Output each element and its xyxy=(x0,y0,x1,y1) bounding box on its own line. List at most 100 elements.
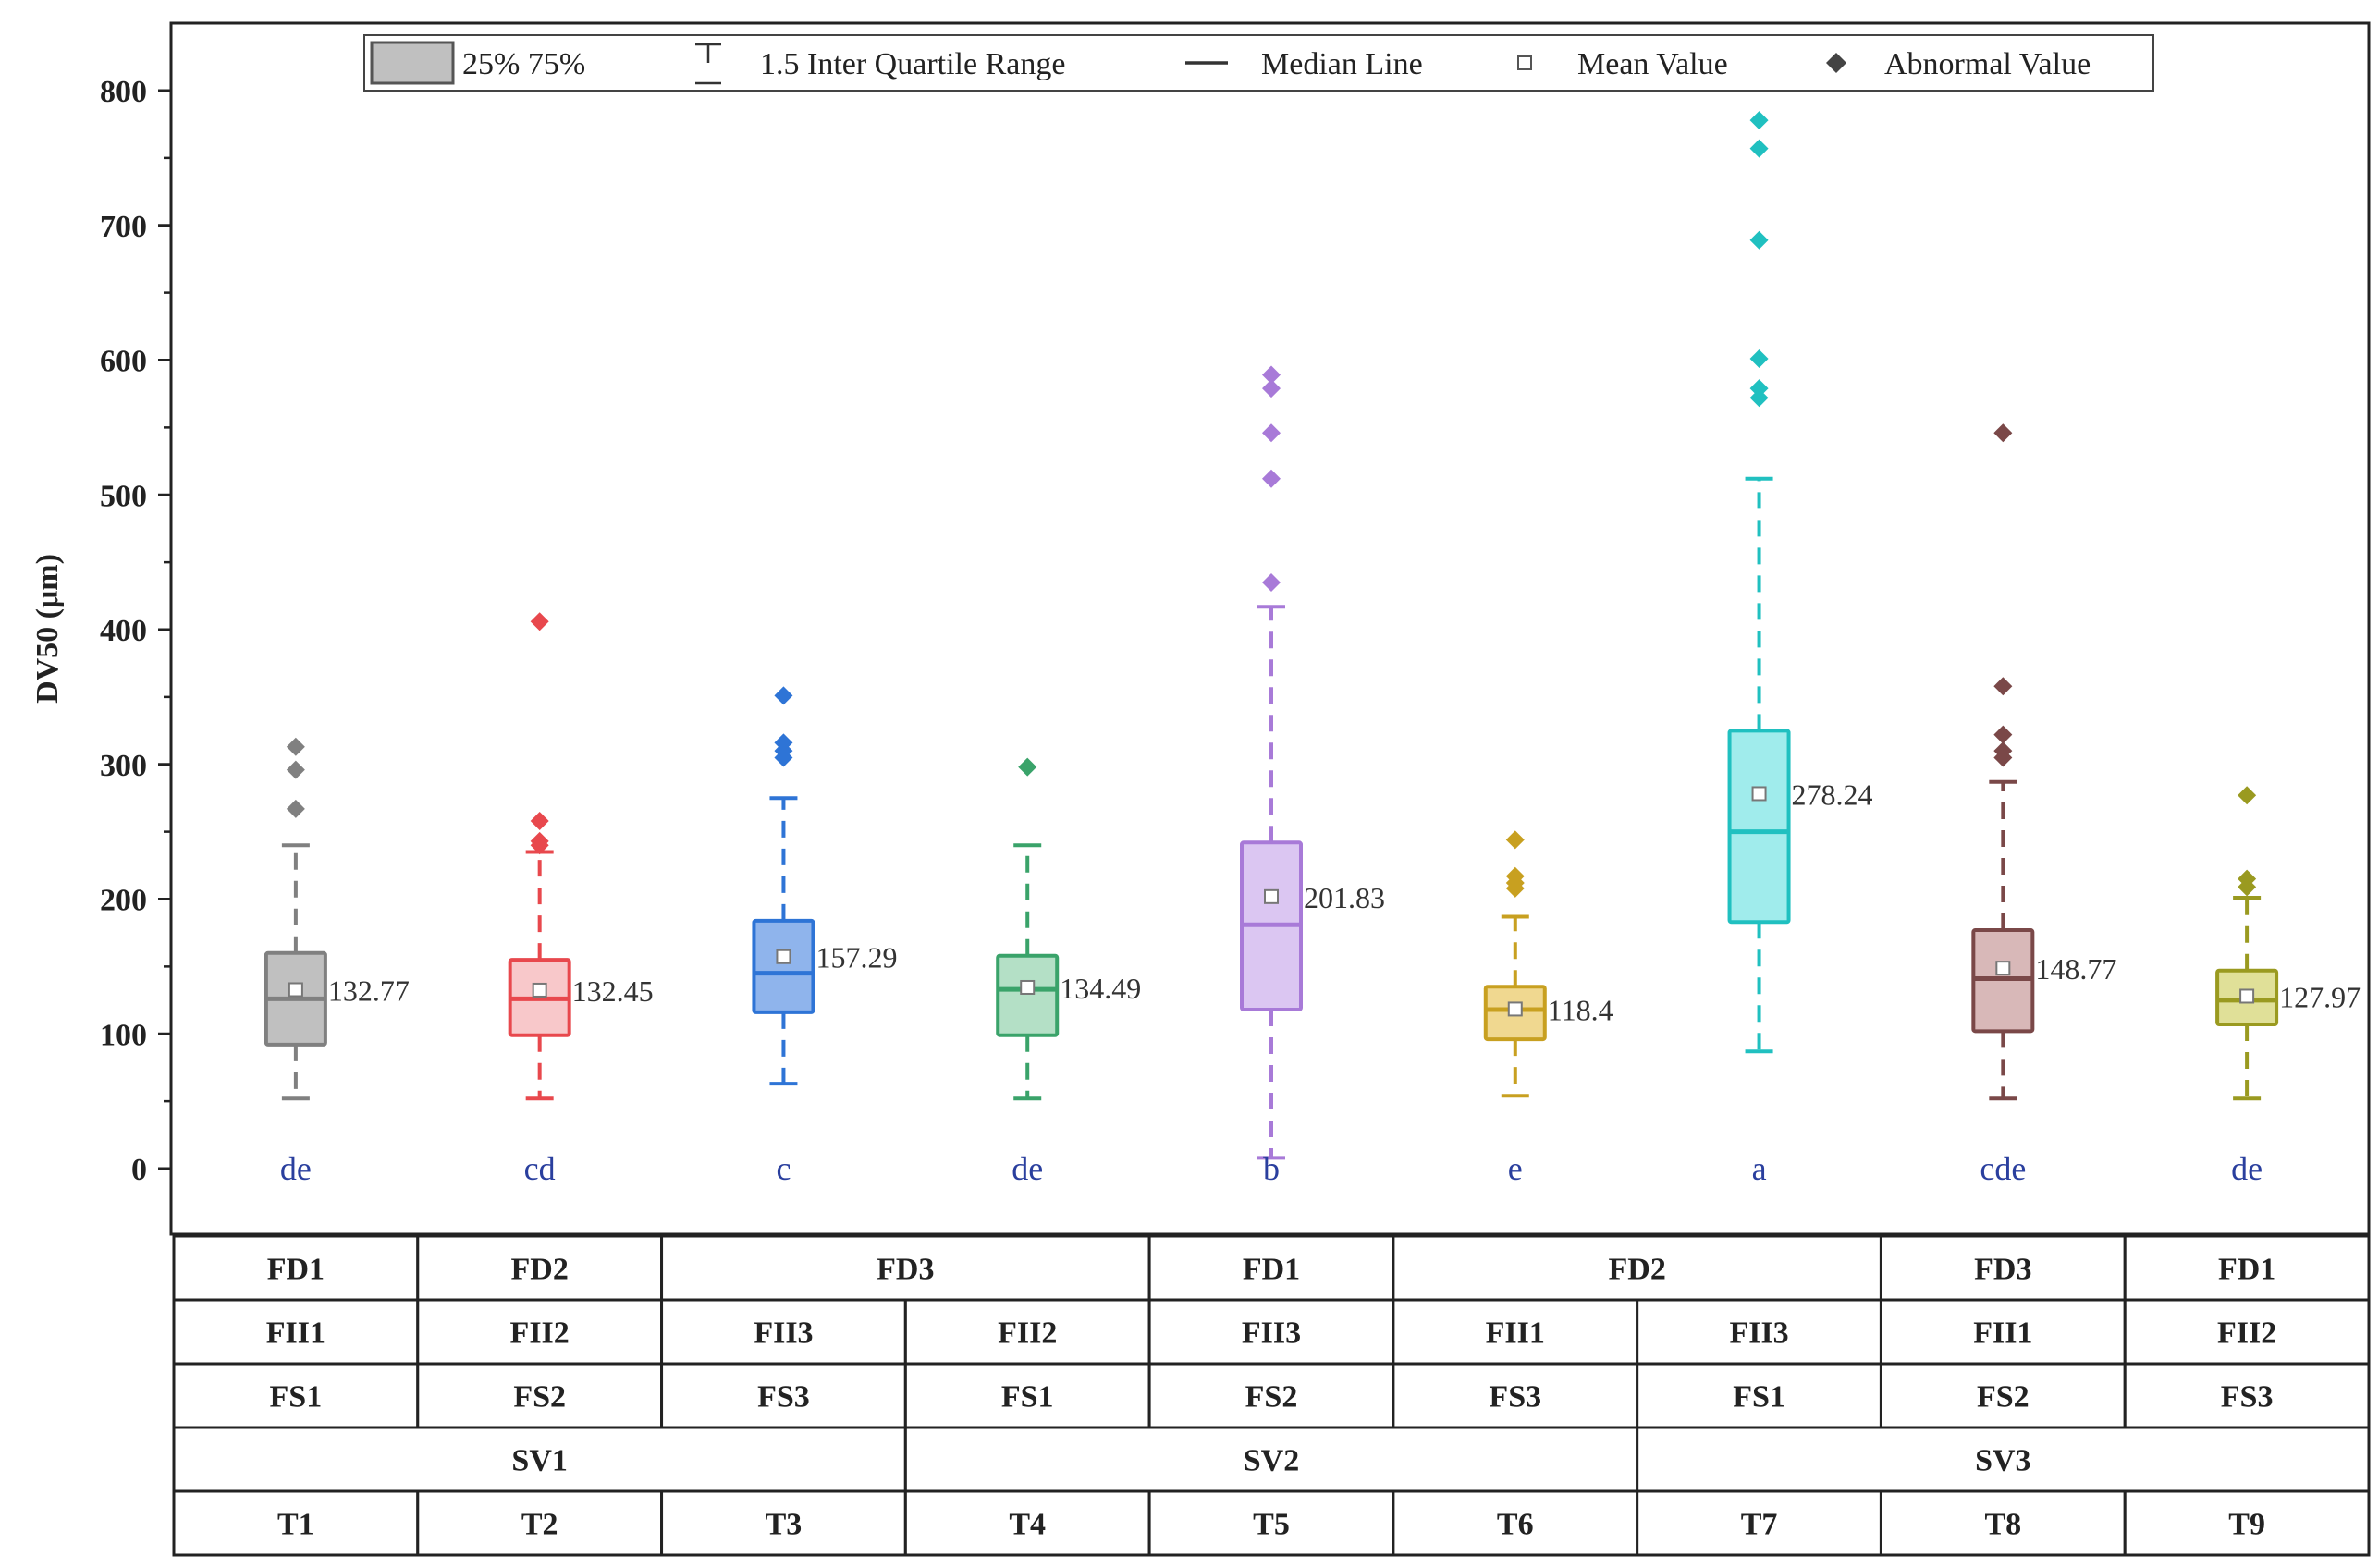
outlier-point xyxy=(286,737,305,756)
table-cell-label: FII1 xyxy=(1973,1317,2032,1351)
table-cell-label: FD2 xyxy=(511,1253,569,1287)
legend-box-swatch xyxy=(370,41,455,85)
table-cell-label: SV1 xyxy=(511,1444,567,1478)
y-tick-label: 100 xyxy=(100,1018,147,1052)
significance-letter: c xyxy=(776,1150,791,1187)
legend-label-iqr: 1.5 Inter Quartile Range xyxy=(760,47,1065,81)
table-cell-label: FS1 xyxy=(270,1380,323,1415)
table-cell-label: T8 xyxy=(1984,1508,2021,1542)
table-cell-label: FD3 xyxy=(1974,1253,2031,1287)
table-cell-label: FII3 xyxy=(1242,1317,1301,1351)
table-cell-label: FS2 xyxy=(1245,1380,1298,1415)
table-cell-label: FD2 xyxy=(1609,1253,1666,1287)
outlier-point xyxy=(1262,469,1281,488)
y-tick-label: 300 xyxy=(100,749,147,783)
table-cell xyxy=(1636,1426,2371,1493)
table-cell-label: FS1 xyxy=(1001,1380,1054,1415)
y-tick-label: 500 xyxy=(100,479,147,513)
outlier-point xyxy=(1749,379,1769,398)
table-cell-label: FS3 xyxy=(757,1380,810,1415)
table-cell xyxy=(416,1234,664,1302)
y-tick-label: 0 xyxy=(131,1153,147,1187)
table-cell-label: SV2 xyxy=(1244,1444,1299,1478)
table-cell-label: SV3 xyxy=(1975,1444,2030,1478)
outlier-point xyxy=(2238,869,2257,888)
table-row-fs: FS1 FS2 FS3 FS1 FS2 FS3 FS1 FS2 FS3 xyxy=(172,1362,2371,1429)
table-cell xyxy=(660,1489,907,1557)
outlier-point xyxy=(1993,725,2013,744)
mean-marker xyxy=(776,949,791,964)
y-tick-label: 600 xyxy=(100,345,147,379)
box-iqr xyxy=(1727,729,1791,925)
outlier-point xyxy=(1018,757,1037,777)
box-series-t4: 134.49 de xyxy=(996,757,1141,1187)
mean-marker xyxy=(1751,786,1767,802)
legend-label-mean: Mean Value xyxy=(1577,47,1728,81)
box-iqr xyxy=(752,918,815,1014)
mean-label: 157.29 xyxy=(815,941,897,974)
box-series-t9: 127.97 de xyxy=(2215,786,2361,1187)
table-cell xyxy=(903,1489,1151,1557)
mean-label: 278.24 xyxy=(1792,778,1873,811)
outlier-point xyxy=(1262,423,1281,443)
table-row-sv: SV1 SV2 SV3 xyxy=(172,1426,2371,1493)
outlier-point xyxy=(1505,866,1525,886)
outlier-point xyxy=(1749,388,1769,408)
table-cell-label: FII3 xyxy=(754,1317,813,1351)
outlier-point xyxy=(1262,379,1281,398)
table-cell-label: FII2 xyxy=(510,1317,570,1351)
outlier-point xyxy=(2238,786,2257,805)
significance-letter: e xyxy=(1508,1150,1523,1187)
mean-marker xyxy=(1507,1001,1523,1017)
table-cell-label: FS3 xyxy=(1489,1380,1541,1415)
table-cell-label: T2 xyxy=(521,1508,558,1542)
outlier-point xyxy=(1262,572,1281,592)
outlier-point xyxy=(1749,111,1769,130)
mean-label: 201.83 xyxy=(1304,881,1385,914)
box-series-t8: 148.77 cde xyxy=(1971,423,2116,1187)
table-cell xyxy=(1392,1362,1639,1429)
table-cell xyxy=(172,1489,420,1557)
outlier-point xyxy=(286,760,305,779)
table-cell xyxy=(172,1362,420,1429)
significance-letter: a xyxy=(1752,1150,1767,1187)
table-cell-label: T3 xyxy=(766,1508,803,1542)
outlier-point xyxy=(286,799,305,818)
significance-letter: cd xyxy=(524,1150,556,1187)
legend-label-median: Median Line xyxy=(1261,47,1423,81)
table-cell-label: T5 xyxy=(1253,1508,1290,1542)
mean-label: 118.4 xyxy=(1548,993,1613,1026)
significance-letter: cde xyxy=(1980,1150,2026,1187)
mean-label: 127.97 xyxy=(2279,980,2361,1013)
mean-marker xyxy=(532,982,547,998)
table-cell xyxy=(1879,1362,2127,1429)
outlier-point xyxy=(774,733,793,753)
table-cell-label: FD3 xyxy=(877,1253,934,1287)
table-cell xyxy=(2123,1489,2371,1557)
table-cell xyxy=(1636,1489,1882,1557)
legend-label-quartiles: 25% 75% xyxy=(462,47,585,81)
outlier-point xyxy=(530,831,549,851)
significance-letter: de xyxy=(1012,1150,1043,1187)
table-cell-label: FS2 xyxy=(1977,1380,2030,1415)
legend-box xyxy=(363,34,2154,92)
table-cell xyxy=(1147,1298,1395,1366)
y-tick-label: 400 xyxy=(100,614,147,648)
box-series-t2: 132.45 cd xyxy=(508,612,654,1187)
mean-marker xyxy=(1020,979,1036,995)
table-cell-label: FS3 xyxy=(2221,1380,2274,1415)
table-cell xyxy=(903,1298,1151,1366)
significance-letter: b xyxy=(1263,1150,1280,1187)
box-series-t7: 278.24 a xyxy=(1727,111,1873,1187)
significance-letter: de xyxy=(280,1150,312,1187)
y-tick-label: 700 xyxy=(100,210,147,244)
mean-label: 132.45 xyxy=(572,974,654,1008)
mean-marker xyxy=(288,982,303,998)
box-series-t5: 201.83 b xyxy=(1240,365,1385,1187)
outlier-point xyxy=(1749,349,1769,369)
legend: 25% 75% 1.5 Inter Quartile Range Median Li… xyxy=(363,34,2154,92)
significance-letter: de xyxy=(2231,1150,2263,1187)
